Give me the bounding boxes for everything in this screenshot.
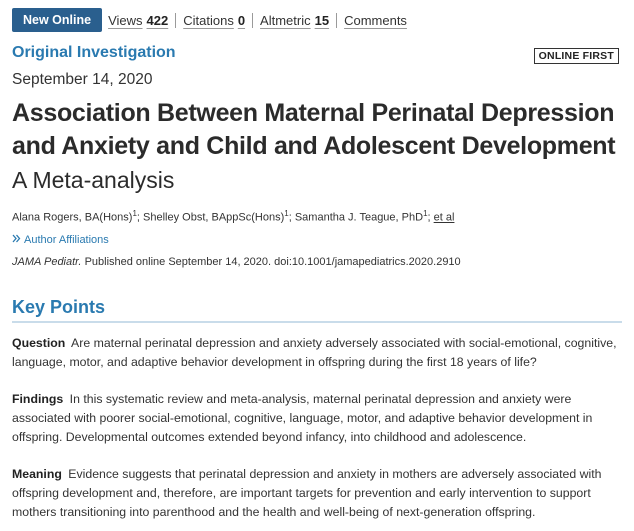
views-metric[interactable]: Views 422 [108,13,175,28]
citations-count: 0 [237,12,246,28]
author-separator: ; [288,211,295,224]
metrics-bar: New Online Views 422 Citations 0 Altmetr… [12,8,414,32]
author-separator: ; [427,211,434,224]
author-list: Alana Rogers, BA(Hons)1; Shelley Obst, B… [12,209,454,224]
question-label: Question [12,336,66,350]
double-chevron-right-icon [12,234,24,246]
question-text: Are maternal perinatal depression and an… [12,336,617,369]
findings-label: Findings [12,392,64,406]
et-al-link[interactable]: et al [433,211,455,224]
author-affiliations-toggle[interactable]: Author Affiliations [12,234,109,246]
online-first-badge: ONLINE FIRST [533,48,619,64]
author-name[interactable]: Shelley Obst, BAppSc(Hons) [143,211,285,224]
key-point-meaning: Meaning Evidence suggests that perinatal… [12,465,624,522]
affiliation-marker: 1 [132,209,137,218]
author-separator: ; [136,211,144,224]
metric-divider [336,12,338,28]
altmetric-metric[interactable]: Altmetric 15 [253,13,336,28]
meaning-label: Meaning [12,467,62,481]
altmetric-count: 15 [314,12,330,28]
findings-text: In this systematic review and meta-analy… [12,392,593,444]
key-points-heading: Key Points [12,297,106,317]
double-chevron-right-icon-graphic [12,234,21,243]
key-point-question: Question Are maternal perinatal depressi… [12,334,624,372]
publication-date: September 14, 2020 [12,71,153,88]
key-points-divider [12,321,622,323]
author-name[interactable]: Samantha J. Teague, PhD [294,211,424,224]
citation-text: Published online September 14, 2020. doi… [84,256,461,268]
affiliation-marker: 1 [423,209,428,218]
journal-name: JAMA Pediatr. [12,256,82,268]
metric-divider [252,12,254,28]
affiliation-marker: 1 [284,209,289,218]
citations-label: Citations [183,12,234,28]
author-affiliations-label: Author Affiliations [24,234,109,246]
key-point-findings: Findings In this systematic review and m… [12,390,624,447]
views-label: Views [108,12,143,28]
views-count: 422 [146,12,169,28]
article-type[interactable]: Original Investigation [12,44,176,61]
metric-divider [175,12,177,28]
comments-link[interactable]: Comments [344,12,407,28]
new-online-badge: New Online [12,8,103,32]
meaning-text: Evidence suggests that perinatal depress… [12,467,602,519]
article-title: Association Between Maternal Perinatal D… [12,99,616,160]
article-subtitle: A Meta-analysis [12,167,175,193]
author-name[interactable]: Alana Rogers, BA(Hons) [12,211,133,224]
altmetric-label: Altmetric [260,12,311,28]
citations-metric[interactable]: Citations 0 [176,13,252,28]
citation-line: JAMA Pediatr. Published online September… [12,256,461,268]
